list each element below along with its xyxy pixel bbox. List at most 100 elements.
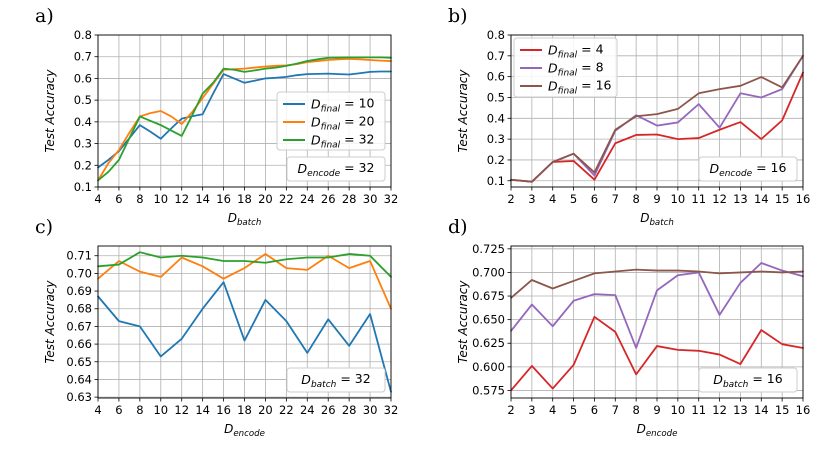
x-tick-label: 8 — [632, 192, 639, 206]
y-tick-label: 0.7 — [74, 50, 92, 64]
chart-panel-d: d) 2 3 4 5 6 7 8 9 10 11 12 13 14 15 16 0.575 0.600 0.625 0… — [448, 216, 810, 439]
x-tick-label: 11 — [691, 403, 706, 417]
x-tick-label: 12 — [174, 403, 189, 417]
y-axis-label: Test Accuracy — [43, 69, 57, 153]
x-tick-label: 10 — [671, 192, 686, 206]
x-tick-label: 4 — [94, 192, 101, 206]
x-tick-label: 18 — [237, 192, 252, 206]
x-tick-label: 14 — [754, 403, 769, 417]
x-axis-label: Dencode — [637, 422, 678, 439]
y-tick-label: 0.8 — [74, 28, 92, 42]
y-axis-label: Test Accuracy — [456, 69, 470, 153]
x-tick-label: 14 — [195, 192, 210, 206]
legend-frame — [513, 37, 618, 98]
y-tick-label: 0.5 — [487, 90, 505, 104]
panel-letter: d) — [448, 216, 468, 238]
y-tick-label: 0.64 — [66, 372, 92, 386]
y-tick-label: 0.575 — [472, 383, 505, 397]
y-tick-label: 0.67 — [66, 319, 92, 333]
x-tick-label: 13 — [733, 403, 748, 417]
x-tick-label: 10 — [671, 403, 686, 417]
x-tick-label: 30 — [363, 192, 378, 206]
legend-label: Dfinal = 8 — [548, 59, 604, 78]
x-tick-label: 3 — [528, 192, 535, 206]
x-tick-label: 6 — [591, 403, 598, 417]
series-line-1 — [97, 281, 392, 393]
chart-panel-b: b) 2 3 4 5 6 7 8 9 10 11 12 13 14 15 16 0.1 0.2 0.3 0.4 0.5 0… — [448, 5, 810, 228]
y-tick-label: 0.2 — [487, 153, 505, 167]
y-tick-label: 0.66 — [66, 337, 92, 351]
series-line-2 — [97, 253, 392, 310]
y-axis-label: Test Accuracy — [43, 280, 57, 364]
chart-panel-c: c) 4 6 8 10 12 14 16 18 20 22 24 26 28 30 32 0.63 0.64 0.6… — [35, 216, 398, 439]
x-tick-label: 6 — [115, 403, 122, 417]
x-tick-label: 13 — [733, 192, 748, 206]
x-tick-label: 4 — [94, 403, 101, 417]
x-tick-label: 12 — [712, 192, 727, 206]
annotation-box: Dbatch = 32 — [286, 367, 386, 393]
annotation-text: Dencode = 32 — [298, 160, 375, 179]
y-tick-label: 0.65 — [66, 355, 92, 369]
x-tick-label: 15 — [775, 403, 790, 417]
x-tick-label: 16 — [216, 403, 231, 417]
legend-frame — [276, 91, 386, 151]
y-tick-label: 0.6 — [74, 71, 92, 85]
x-tick-label: 4 — [549, 192, 556, 206]
series-line-2 — [97, 57, 392, 182]
x-tick-label: 5 — [570, 192, 577, 206]
annotation-frame — [286, 367, 386, 393]
x-tick-label: 30 — [363, 403, 378, 417]
series-line-1 — [510, 315, 804, 392]
annotation-box: Dencode = 16 — [698, 156, 798, 182]
x-tick-label: 14 — [195, 403, 210, 417]
x-tick-label: 9 — [653, 192, 660, 206]
x-tick-label: 16 — [216, 192, 231, 206]
legend-label: Dfinal = 16 — [548, 77, 612, 96]
annotation-frame — [698, 156, 798, 182]
plot-frame — [510, 245, 804, 399]
panel-letter: b) — [448, 5, 468, 27]
x-tick-label: 8 — [632, 403, 639, 417]
y-tick-label: 0.675 — [472, 289, 505, 303]
annotation-frame — [698, 367, 798, 393]
y-tick-label: 0.7 — [487, 49, 505, 63]
x-tick-label: 6 — [591, 192, 598, 206]
y-tick-label: 0.4 — [487, 111, 505, 125]
panel-letter: a) — [35, 5, 54, 27]
y-tick-label: 0.1 — [487, 174, 505, 188]
y-tick-label: 0.600 — [472, 360, 505, 374]
y-tick-label: 0.700 — [472, 265, 505, 279]
x-axis-label: Dbatch — [640, 211, 674, 228]
x-tick-label: 32 — [384, 403, 399, 417]
x-tick-label: 32 — [384, 192, 399, 206]
x-tick-label: 16 — [796, 403, 811, 417]
x-tick-label: 5 — [570, 403, 577, 417]
x-tick-label: 2 — [507, 403, 514, 417]
y-tick-label: 0.625 — [472, 336, 505, 350]
x-tick-label: 24 — [300, 403, 315, 417]
x-tick-label: 20 — [258, 403, 273, 417]
plot-frame — [97, 245, 392, 399]
y-tick-label: 0.725 — [472, 242, 505, 256]
legend-label: Dfinal = 10 — [311, 95, 375, 114]
x-tick-label: 26 — [321, 403, 336, 417]
y-tick-label: 0.68 — [66, 302, 92, 316]
series-line-1 — [97, 70, 392, 169]
x-tick-label: 15 — [775, 192, 790, 206]
plot-frame — [510, 34, 804, 188]
annotation-frame — [286, 156, 386, 182]
y-tick-label: 0.2 — [74, 158, 92, 172]
x-tick-label: 10 — [153, 192, 168, 206]
legend-label: Dfinal = 32 — [311, 131, 375, 150]
x-tick-label: 12 — [174, 192, 189, 206]
series-line-2 — [510, 262, 804, 349]
y-tick-label: 0.69 — [66, 284, 92, 298]
x-tick-label: 22 — [279, 403, 294, 417]
legend-label: Dfinal = 4 — [548, 41, 604, 60]
x-tick-label: 9 — [653, 403, 660, 417]
x-tick-label: 16 — [796, 192, 811, 206]
legend-label: Dfinal = 20 — [311, 113, 375, 132]
plot-frame — [97, 34, 392, 188]
y-tick-label: 0.650 — [472, 313, 505, 327]
